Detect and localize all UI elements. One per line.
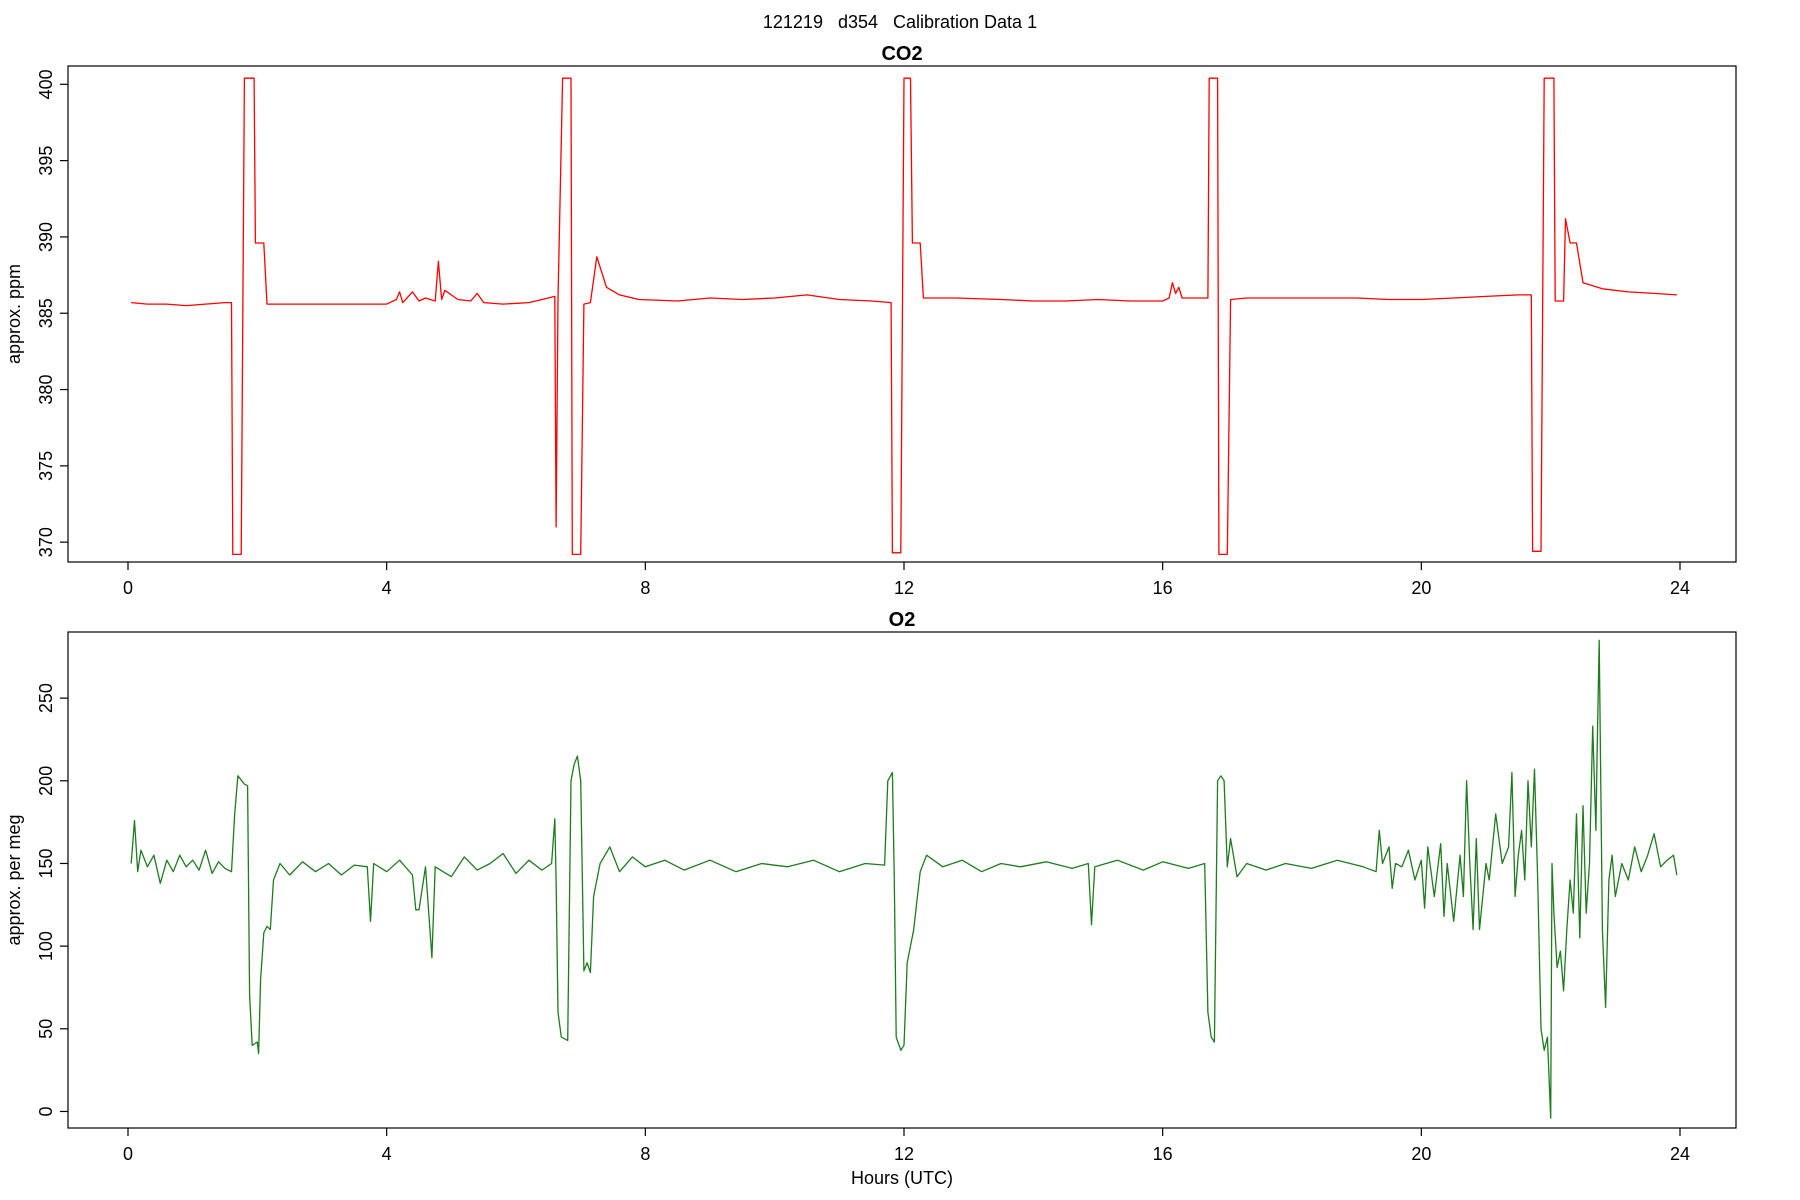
co2-x-tick-label: 16 xyxy=(1153,578,1173,598)
co2-title: CO2 xyxy=(881,43,922,65)
co2-y-tick-label: 380 xyxy=(36,375,56,405)
co2-series-line xyxy=(131,77,1677,556)
o2-y-tick-label: 200 xyxy=(36,766,56,796)
o2-y-tick-label: 0 xyxy=(36,1106,56,1116)
co2-x-tick-label: 4 xyxy=(382,578,392,598)
o2-x-tick-label: 8 xyxy=(640,1144,650,1164)
o2-series-line xyxy=(130,639,1678,1119)
o2-x-tick-label: 16 xyxy=(1153,1144,1173,1164)
o2-y-tick-label: 150 xyxy=(36,848,56,878)
co2-y-tick-label: 375 xyxy=(36,451,56,481)
co2-x-tick-label: 20 xyxy=(1411,578,1431,598)
o2-y-tick-label: 250 xyxy=(36,683,56,713)
o2-x-tick-label: 20 xyxy=(1411,1144,1431,1164)
o2-y-tick-label: 50 xyxy=(36,1019,56,1039)
o2-x-axis-label: Hours (UTC) xyxy=(851,1168,953,1188)
co2-y-tick-label: 370 xyxy=(36,527,56,557)
co2-y-axis-label: approx. ppm xyxy=(4,264,24,364)
co2-panel: CO2 0 4 8 12 16 20 24 370 375 380 385 390 395 400 appro… xyxy=(4,43,1737,598)
co2-y-tick-label: 385 xyxy=(36,298,56,328)
co2-x-tick-label: 8 xyxy=(640,578,650,598)
o2-y-axis-label: approx. per meg xyxy=(4,814,24,945)
o2-x-tick-label: 12 xyxy=(894,1144,914,1164)
o2-plot-frame xyxy=(67,631,1737,1129)
o2-x-tick-label: 0 xyxy=(123,1144,133,1164)
o2-panel: O2 0 4 8 12 16 20 24 0 50 100 150 200 250 approx. per … xyxy=(4,609,1737,1188)
co2-plot-frame xyxy=(67,65,1737,563)
co2-y-tick-label: 390 xyxy=(36,222,56,252)
co2-x-tick-label: 0 xyxy=(123,578,133,598)
o2-x-tick-label: 4 xyxy=(382,1144,392,1164)
o2-title: O2 xyxy=(889,609,916,631)
co2-y-tick-label: 400 xyxy=(36,69,56,99)
o2-x-tick-label: 24 xyxy=(1670,1144,1690,1164)
co2-y-tick-label: 395 xyxy=(36,146,56,176)
co2-x-tick-label: 24 xyxy=(1670,578,1690,598)
co2-x-tick-label: 12 xyxy=(894,578,914,598)
o2-y-tick-label: 100 xyxy=(36,931,56,961)
figure-title: 121219 d354 Calibration Data 1 xyxy=(763,12,1037,32)
